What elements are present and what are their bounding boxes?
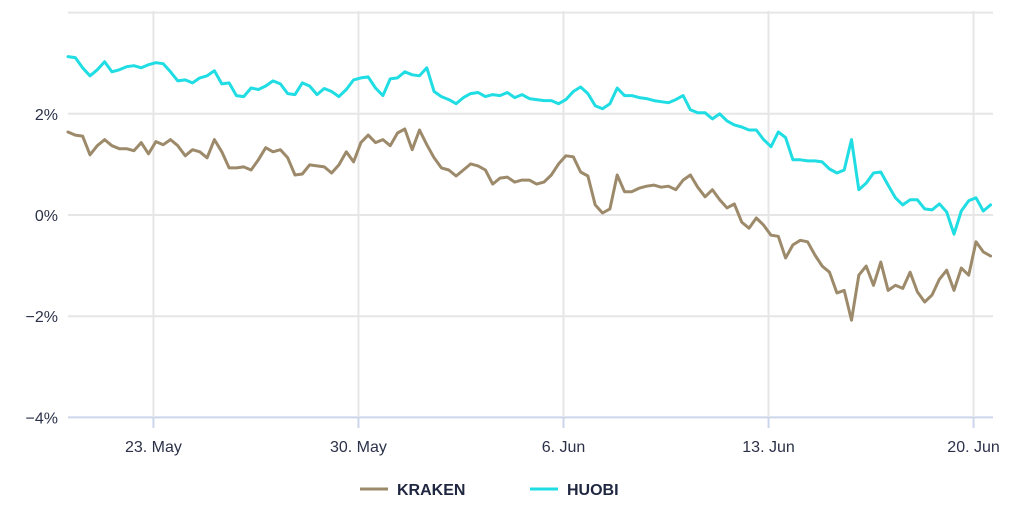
legend-item-kraken[interactable]: KRAKEN <box>360 482 465 499</box>
y-tick-label: 2% <box>35 107 58 124</box>
y-tick-label: −2% <box>26 309 58 326</box>
series-line-kraken[interactable] <box>66 127 993 322</box>
x-tick-label: 20. Jun <box>947 439 999 456</box>
series-lines <box>66 55 993 322</box>
y-axis: 2% 0% −2% −4% <box>26 107 58 428</box>
y-tick-label: 0% <box>35 208 58 225</box>
legend-label-huobi: HUOBI <box>567 482 619 499</box>
y-tick-label: −4% <box>26 410 58 427</box>
x-tick-label: 30. May <box>330 439 387 456</box>
legend-item-huobi[interactable]: HUOBI <box>530 482 619 499</box>
x-tick-label: 6. Jun <box>542 439 586 456</box>
legend-label-kraken: KRAKEN <box>397 482 465 499</box>
legend: KRAKEN HUOBI <box>360 482 619 499</box>
series-line-huobi[interactable] <box>66 55 993 236</box>
grid <box>68 11 993 419</box>
x-axis: 23. May 30. May 6. Jun 13. Jun 20. Jun <box>125 417 1000 456</box>
x-tick-label: 23. May <box>125 439 182 456</box>
x-tick-label: 13. Jun <box>742 439 794 456</box>
